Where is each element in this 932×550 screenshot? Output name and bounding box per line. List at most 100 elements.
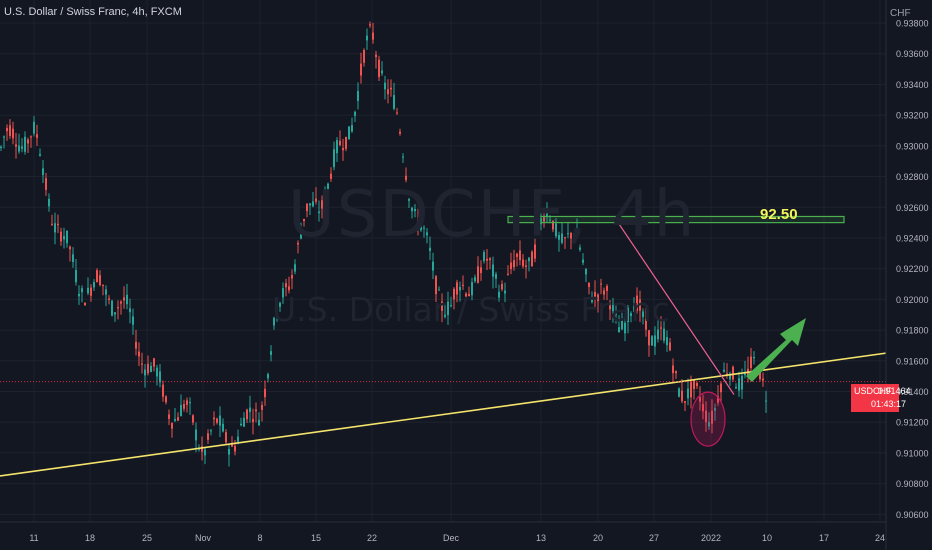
candle-body	[483, 252, 485, 262]
candle-body	[537, 227, 539, 231]
candle-body	[114, 312, 116, 315]
candle-body	[636, 295, 638, 312]
currency-unit: CHF	[890, 8, 911, 19]
x-tick-label: 10	[762, 533, 772, 543]
candle-body	[441, 301, 443, 311]
y-tick-label: 0.92200	[896, 264, 929, 274]
y-tick-label: 0.93400	[896, 80, 929, 90]
candle-body	[417, 219, 419, 229]
candle-body	[492, 264, 494, 277]
candle-body	[426, 232, 428, 236]
candle-body	[57, 223, 59, 226]
candle-body	[99, 275, 101, 286]
candle-body	[504, 290, 506, 294]
candle-body	[603, 290, 605, 295]
candle-body	[687, 388, 689, 399]
y-tick-label: 0.93600	[896, 49, 929, 59]
candle-body	[453, 288, 455, 300]
candle-body	[171, 423, 173, 429]
candle-body	[501, 283, 503, 290]
candle-body	[210, 430, 212, 432]
candle-body	[324, 193, 326, 205]
candle-body	[375, 54, 377, 58]
candle-body	[333, 149, 335, 168]
x-tick-label: 11	[29, 533, 38, 543]
candle-body	[429, 247, 431, 252]
candle-body	[645, 319, 647, 330]
candle-body	[132, 316, 134, 325]
candle-body	[225, 432, 227, 443]
candle-body	[435, 276, 437, 295]
candle-body	[546, 210, 548, 217]
y-tick-label: 0.93200	[896, 111, 929, 121]
candle-body	[267, 374, 269, 379]
candle-body	[624, 322, 626, 334]
watermark-symbol: USDCHF, 4h	[288, 178, 697, 252]
candle-body	[477, 266, 479, 283]
support-trendline[interactable]	[0, 352, 887, 477]
candle-body	[330, 173, 332, 179]
y-tick-label: 0.91200	[896, 418, 929, 428]
candle-body	[390, 87, 392, 90]
candle-body	[459, 286, 461, 291]
candle-body	[654, 335, 656, 347]
candle-body	[300, 232, 302, 239]
price-tag-price: 0.91464	[878, 386, 911, 396]
candle-body	[141, 363, 143, 365]
candle-body	[150, 365, 152, 372]
watermark-name: U.S. Dollar / Swiss Franc	[272, 290, 670, 329]
candle-body	[354, 111, 356, 116]
candle-body	[336, 140, 338, 154]
candle-body	[555, 223, 557, 237]
candle-body	[285, 283, 287, 288]
candle-body	[183, 403, 185, 409]
y-tick-label: 0.92800	[896, 172, 929, 182]
candle-body	[651, 336, 653, 346]
candle-body	[633, 305, 635, 312]
candle-body	[357, 91, 359, 101]
candle-body	[201, 446, 203, 452]
candle-body	[405, 175, 407, 181]
candle-body	[726, 373, 728, 376]
candle-body	[24, 136, 26, 152]
x-tick-label: 27	[649, 533, 659, 543]
candle-body	[123, 297, 125, 301]
resistance-zone-box[interactable]	[507, 215, 845, 224]
candle-body	[735, 387, 737, 389]
candle-body	[606, 285, 608, 291]
candle-body	[117, 307, 119, 309]
candle-body	[120, 301, 122, 304]
candle-body	[450, 305, 452, 307]
candle-body	[93, 282, 95, 288]
candle-body	[294, 264, 296, 272]
candle-body	[462, 284, 464, 286]
x-tick-label: 20	[593, 533, 603, 543]
candle-body	[765, 400, 767, 402]
candle-body	[456, 282, 458, 295]
candle-body	[525, 265, 527, 267]
overlays	[0, 215, 887, 477]
candle-body	[108, 298, 110, 300]
x-tick-label: 17	[819, 533, 829, 543]
candle-body	[246, 409, 248, 420]
candle-body	[639, 299, 641, 311]
candle-body	[618, 327, 620, 333]
candle-body	[540, 218, 542, 225]
candle-body	[684, 401, 686, 403]
candle-body	[642, 311, 644, 318]
candle-body	[369, 24, 371, 26]
candle-body	[6, 127, 8, 132]
grid	[0, 0, 886, 522]
candle-body	[591, 299, 593, 303]
candle-body	[582, 259, 584, 263]
bullish-arrow-icon	[746, 318, 806, 382]
resistance-level-label: 92.50	[760, 206, 798, 223]
candle-body	[84, 302, 86, 306]
candle-body	[600, 283, 602, 285]
downtrend-line[interactable]	[615, 219, 735, 395]
candle-body	[393, 95, 395, 109]
candle-body	[75, 269, 77, 283]
candle-body	[96, 270, 98, 283]
candle-body	[585, 268, 587, 275]
